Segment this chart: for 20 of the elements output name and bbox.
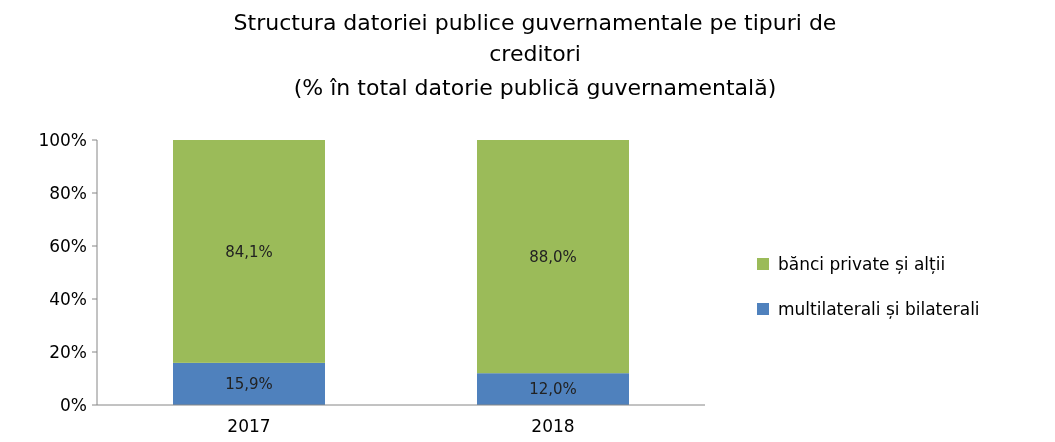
bar <box>477 140 629 374</box>
data-label: 88,0% <box>529 247 577 266</box>
y-tick-label: 0% <box>60 394 87 415</box>
chart-subtitle: (% în total datorie publică guvernamentală) <box>293 75 777 100</box>
bar <box>477 373 629 405</box>
x-tick-label: 2018 <box>531 416 575 436</box>
chart-title: Structura datoriei publice guvernamentale pe tipuri de creditori <box>233 10 837 66</box>
y-tick-label: 20% <box>49 341 87 362</box>
x-tick-label: 2017 <box>227 416 271 436</box>
data-label: 84,1% <box>225 242 273 261</box>
y-tick-label: 80% <box>49 182 87 203</box>
data-label: 12,0% <box>529 380 577 399</box>
bar <box>173 362 325 405</box>
y-tick-label: 100% <box>38 129 87 150</box>
bar <box>173 140 325 363</box>
legend-label: multilaterali și bilaterali <box>778 298 980 319</box>
y-tick-label: 60% <box>49 235 87 256</box>
legend-label: bănci private și alții <box>778 253 946 274</box>
y-tick-label: 40% <box>49 288 87 309</box>
data-label: 15,9% <box>225 375 273 394</box>
